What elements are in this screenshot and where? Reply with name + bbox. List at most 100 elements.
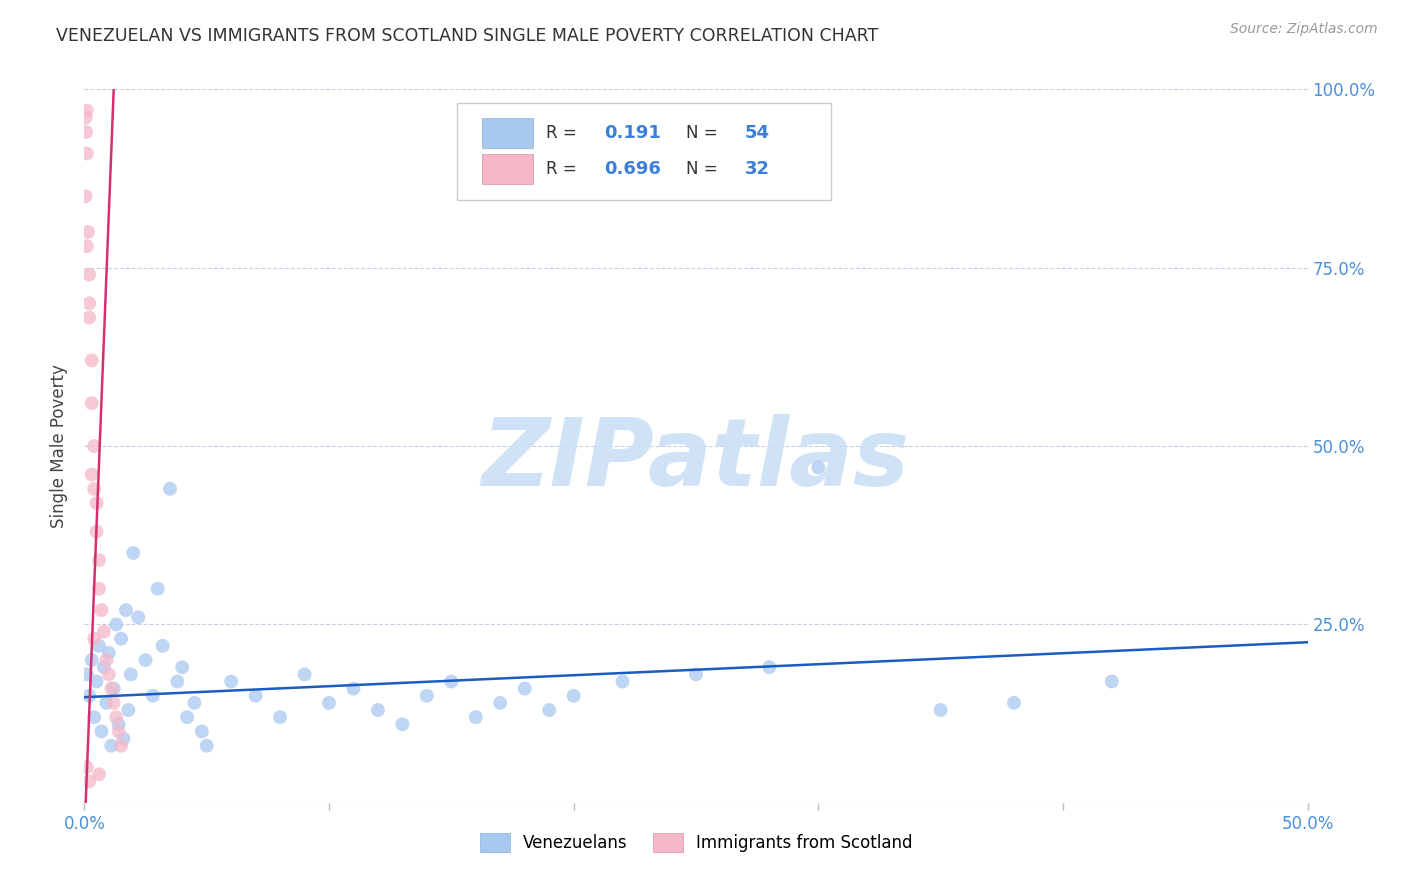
FancyBboxPatch shape (482, 154, 533, 184)
Point (269, 710, 291, 724)
Point (758, 660, 780, 674)
Point (191, 724, 214, 739)
Point (929, 703, 952, 717)
Point (96, 653, 118, 667)
Point (77, 689, 100, 703)
Point (807, 460, 830, 475)
Point (1002, 696, 1025, 710)
Point (110, 739, 132, 753)
Point (80, 353, 103, 368)
Point (112, 731, 135, 746)
Text: 0.696: 0.696 (605, 161, 661, 178)
Point (83, 439, 105, 453)
Point (416, 689, 439, 703)
Point (75, 189, 97, 203)
Text: R =: R = (546, 125, 582, 143)
Text: Source: ZipAtlas.com: Source: ZipAtlas.com (1230, 22, 1378, 37)
Point (77, 296, 100, 310)
Point (152, 639, 174, 653)
Point (318, 696, 340, 710)
Y-axis label: Single Male Poverty: Single Male Poverty (51, 364, 69, 528)
FancyBboxPatch shape (457, 103, 831, 200)
Point (80, 396, 103, 410)
Point (77, 310, 100, 325)
Point (391, 717, 413, 731)
Point (562, 689, 585, 703)
Point (538, 703, 561, 717)
Point (105, 617, 128, 632)
Legend: Venezuelans, Immigrants from Scotland: Venezuelans, Immigrants from Scotland (472, 826, 920, 859)
Point (87, 639, 110, 653)
Point (80, 467, 103, 482)
Point (87, 767, 110, 781)
Point (367, 703, 389, 717)
Point (87, 582, 110, 596)
Point (77, 225, 100, 239)
Point (75, 125, 97, 139)
Point (513, 681, 536, 696)
Point (489, 696, 512, 710)
Point (76, 103, 98, 118)
Point (93, 624, 115, 639)
Text: ZIPatlas: ZIPatlas (482, 414, 910, 507)
Text: 54: 54 (745, 125, 770, 143)
Point (172, 660, 194, 674)
Point (107, 724, 129, 739)
Point (76, 667, 98, 681)
Text: R =: R = (546, 161, 582, 178)
Point (135, 653, 157, 667)
Point (86, 496, 108, 510)
Point (96, 696, 118, 710)
Point (87, 553, 110, 567)
Point (77, 774, 100, 789)
Point (103, 696, 125, 710)
Point (93, 660, 115, 674)
Text: 0.191: 0.191 (605, 125, 661, 143)
Text: VENEZUELAN VS IMMIGRANTS FROM SCOTLAND SINGLE MALE POVERTY CORRELATION CHART: VENEZUELAN VS IMMIGRANTS FROM SCOTLAND S… (56, 27, 879, 45)
FancyBboxPatch shape (482, 119, 533, 148)
Point (612, 674, 634, 689)
Point (685, 667, 707, 681)
Point (100, 681, 122, 696)
Point (80, 653, 103, 667)
Point (159, 482, 181, 496)
Point (294, 667, 316, 681)
Point (127, 610, 149, 624)
Point (120, 667, 142, 681)
Point (86, 524, 108, 539)
Point (105, 710, 128, 724)
Point (97, 667, 120, 681)
Point (76, 146, 98, 161)
Point (97, 646, 120, 660)
Point (110, 632, 132, 646)
Text: N =: N = (686, 125, 723, 143)
Point (75, 111, 97, 125)
Point (342, 681, 364, 696)
Point (219, 674, 242, 689)
Point (86, 674, 108, 689)
Point (183, 696, 205, 710)
Point (195, 739, 218, 753)
Point (245, 689, 267, 703)
Point (90, 603, 112, 617)
Point (90, 724, 112, 739)
Point (107, 717, 129, 731)
Point (146, 582, 169, 596)
Point (176, 710, 198, 724)
Point (166, 674, 188, 689)
Point (103, 681, 125, 696)
Point (83, 482, 105, 496)
Point (1101, 674, 1123, 689)
Point (117, 703, 139, 717)
Text: 32: 32 (745, 161, 770, 178)
Point (83, 710, 105, 724)
Point (76, 239, 98, 253)
Point (122, 546, 145, 560)
Text: N =: N = (686, 161, 723, 178)
Point (83, 632, 105, 646)
Point (142, 689, 165, 703)
Point (76, 760, 98, 774)
Point (440, 674, 463, 689)
Point (77, 268, 100, 282)
Point (100, 739, 122, 753)
